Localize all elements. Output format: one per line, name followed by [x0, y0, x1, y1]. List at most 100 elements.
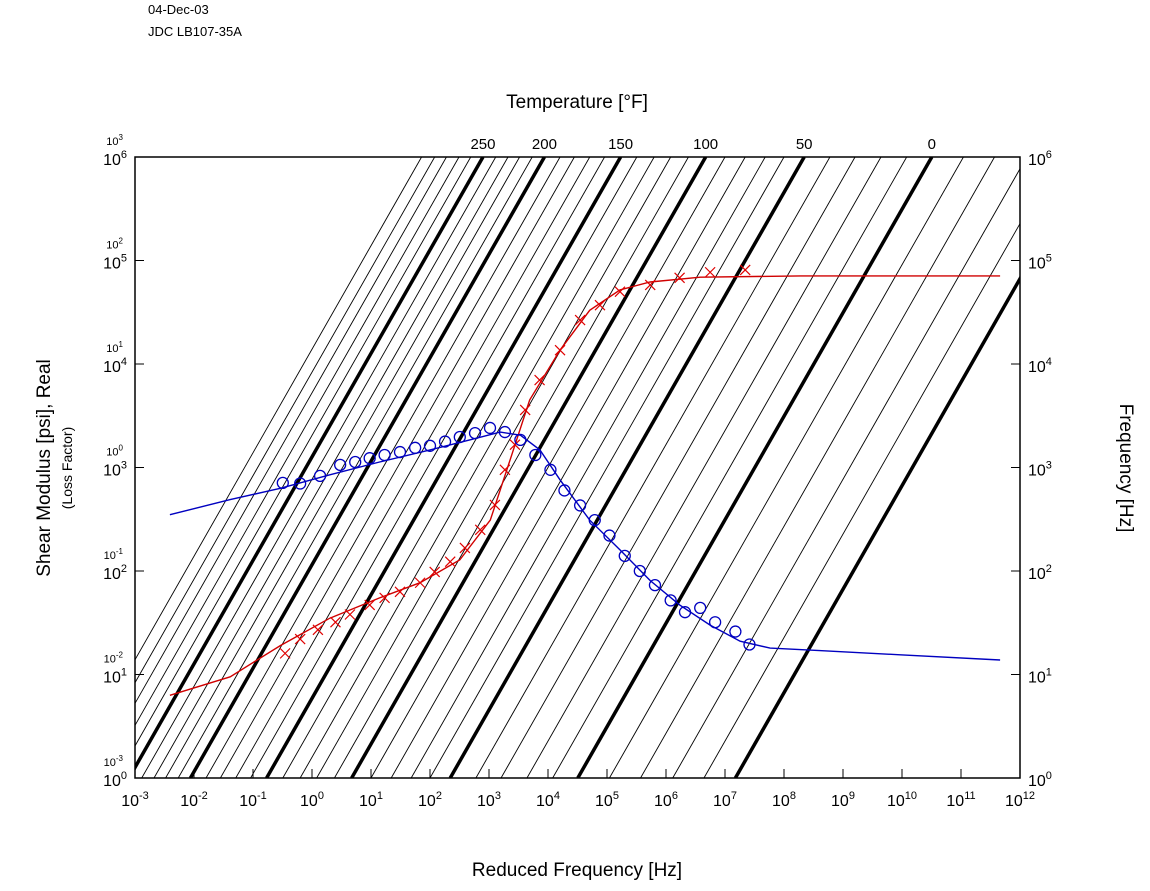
y-axis-title: Shear Modulus [psi], Real [34, 359, 55, 577]
isotherm-bold [188, 157, 546, 778]
x-tick-label: 1011 [946, 790, 975, 810]
x-tick-label: 1012 [1005, 790, 1035, 810]
x-marker [379, 592, 391, 604]
x-tick-label: 10-3 [121, 790, 149, 810]
o-marker [664, 594, 677, 607]
x-marker [344, 609, 356, 620]
y-tick-label: 102 [103, 563, 127, 583]
isotherm-label: 100 [693, 136, 718, 153]
isotherm [135, 157, 422, 661]
o-marker [334, 458, 347, 472]
isotherm-label: 50 [796, 136, 813, 153]
o-marker [438, 435, 452, 448]
isotherm [135, 157, 436, 684]
o-marker [694, 601, 707, 615]
x-marker [394, 586, 406, 598]
o-marker [294, 477, 307, 490]
x2-axis-title: Temperature [°F] [506, 92, 648, 113]
isotherm [165, 157, 520, 778]
o-marker [468, 426, 482, 440]
y2-tick-label: 100 [1028, 770, 1052, 790]
isotherm [640, 157, 995, 778]
x-marker [739, 264, 751, 276]
data-layer [169, 264, 1001, 696]
y3-tick-label: 10-2 [104, 651, 124, 666]
isotherm [299, 157, 655, 778]
isotherm [135, 157, 472, 747]
y2-axis-title: Frequency [Hz] [1115, 404, 1136, 533]
y-tick-label: 103 [103, 459, 127, 479]
isotherm [410, 157, 766, 778]
x-marker [594, 299, 606, 311]
x-marker [444, 556, 456, 568]
x-marker [644, 279, 656, 291]
x-tick-label: 100 [300, 790, 324, 810]
x-marker [414, 577, 426, 589]
x-tick-label: 109 [831, 790, 855, 810]
isotherm [500, 157, 856, 778]
x-marker [499, 464, 511, 476]
o-marker [588, 513, 601, 527]
o-marker [453, 430, 466, 444]
o-marker [708, 616, 722, 629]
o-marker [378, 448, 391, 462]
x-tick-label: 107 [713, 790, 737, 810]
o-marker [393, 445, 407, 459]
x-marker [489, 499, 501, 511]
y-tick-label: 101 [103, 666, 127, 686]
o-marker [633, 564, 646, 578]
o-marker [423, 439, 437, 452]
x-marker [574, 314, 586, 326]
x-marker [614, 286, 626, 298]
o-marker [408, 441, 422, 454]
o-marker [603, 529, 616, 542]
isotherm-label: 250 [470, 136, 495, 153]
plot-frame [134, 156, 1021, 779]
isotherm-label: 0 [928, 136, 936, 153]
isotherm-label: 200 [532, 136, 557, 153]
isotherm [250, 157, 605, 778]
isotherm-label: 150 [608, 136, 633, 153]
x-marker [429, 566, 441, 578]
isotherm [282, 157, 638, 778]
y2-tick-label: 101 [1028, 666, 1052, 686]
y2-tick-label: 106 [1028, 149, 1052, 169]
o-marker [558, 484, 571, 497]
isotherm-bold [733, 275, 1020, 778]
header-sample: JDC LB107-35A [148, 24, 242, 39]
x-marker [312, 624, 324, 636]
isotherm [235, 157, 591, 778]
o-marker [483, 421, 497, 435]
x-tick-label: 103 [477, 790, 501, 810]
o-marker [573, 499, 587, 512]
x-tick-label: 102 [418, 790, 442, 810]
o-marker [729, 625, 742, 638]
o-marker [313, 469, 327, 483]
y3-axis-title: (Loss Factor) [59, 427, 75, 509]
isotherm [316, 157, 672, 778]
x-marker [519, 404, 531, 416]
x-marker [364, 599, 376, 611]
x-marker [534, 374, 546, 386]
x-marker [279, 647, 291, 659]
isotherm [205, 157, 561, 778]
o-marker [514, 433, 527, 446]
y2-tick-label: 104 [1028, 356, 1052, 376]
x-marker [704, 266, 716, 278]
x-marker [554, 344, 566, 356]
x-marker [459, 542, 471, 554]
o-marker [529, 448, 542, 462]
x-tick-label: 10-2 [180, 790, 208, 810]
y3-tick-label: 103 [106, 133, 123, 148]
x-tick-label: 1010 [887, 790, 917, 810]
o-marker [363, 452, 376, 465]
y3-tick-label: 101 [106, 340, 123, 355]
x-tick-label: 106 [654, 790, 678, 810]
isotherm [552, 157, 908, 778]
y3-tick-label: 102 [106, 237, 123, 252]
y2-tick-label: 105 [1028, 252, 1052, 272]
o-marker [498, 425, 512, 439]
x-marker [294, 633, 306, 645]
isotherm-bold [576, 157, 934, 778]
isotherm [672, 167, 1020, 778]
